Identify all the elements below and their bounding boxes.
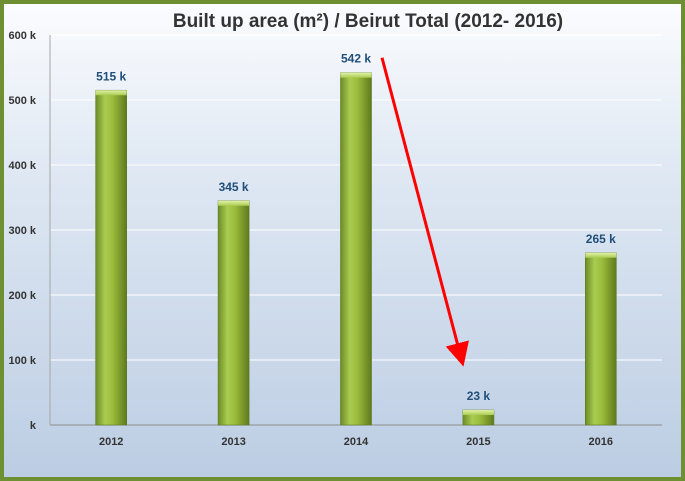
- data-label-2015: 23 k: [467, 389, 491, 403]
- x-tick-label-2013: 2013: [221, 436, 245, 448]
- bar-2014: [340, 72, 372, 426]
- x-axis: 2012 2013 2014 2015 2016: [99, 436, 613, 448]
- annotations: [380, 57, 469, 367]
- decline-arrow: [380, 57, 469, 367]
- data-label-2014: 542 k: [341, 52, 371, 66]
- data-label-2013: 345 k: [219, 180, 249, 194]
- y-tick-label: 400 k: [8, 160, 36, 172]
- bar-top-2012: [95, 90, 127, 96]
- bars: 515 k 345 k 542 k 23 k 265 k: [95, 52, 617, 426]
- x-tick-label-2016: 2016: [589, 436, 613, 448]
- x-tick-label-2015: 2015: [466, 436, 490, 448]
- bar-2012: [95, 89, 127, 426]
- y-tick-label: 100 k: [8, 355, 36, 367]
- y-tick-label: 600 k: [8, 30, 36, 42]
- bar-top-2013: [218, 200, 250, 206]
- y-tick-label: 200 k: [8, 290, 36, 302]
- bar-2013: [217, 200, 250, 426]
- chart-title: Built up area (m²) / Beirut Total (2012-…: [173, 11, 563, 32]
- y-tick-label: 500 k: [8, 95, 36, 107]
- x-tick-label-2012: 2012: [99, 436, 123, 448]
- bar-2016: [584, 252, 617, 426]
- x-tick-label-2014: 2014: [344, 436, 369, 448]
- bar-top-2014: [340, 72, 372, 78]
- y-tick-label: k: [30, 420, 37, 432]
- y-tick-label: 300 k: [8, 225, 36, 237]
- data-label-2016: 265 k: [586, 232, 616, 246]
- data-label-2012: 515 k: [96, 69, 126, 83]
- bar-top-2016: [585, 252, 617, 258]
- y-axis: k 100 k 200 k 300 k 400 k 500 k 600 k: [8, 30, 51, 432]
- bar-top-2015: [462, 410, 494, 416]
